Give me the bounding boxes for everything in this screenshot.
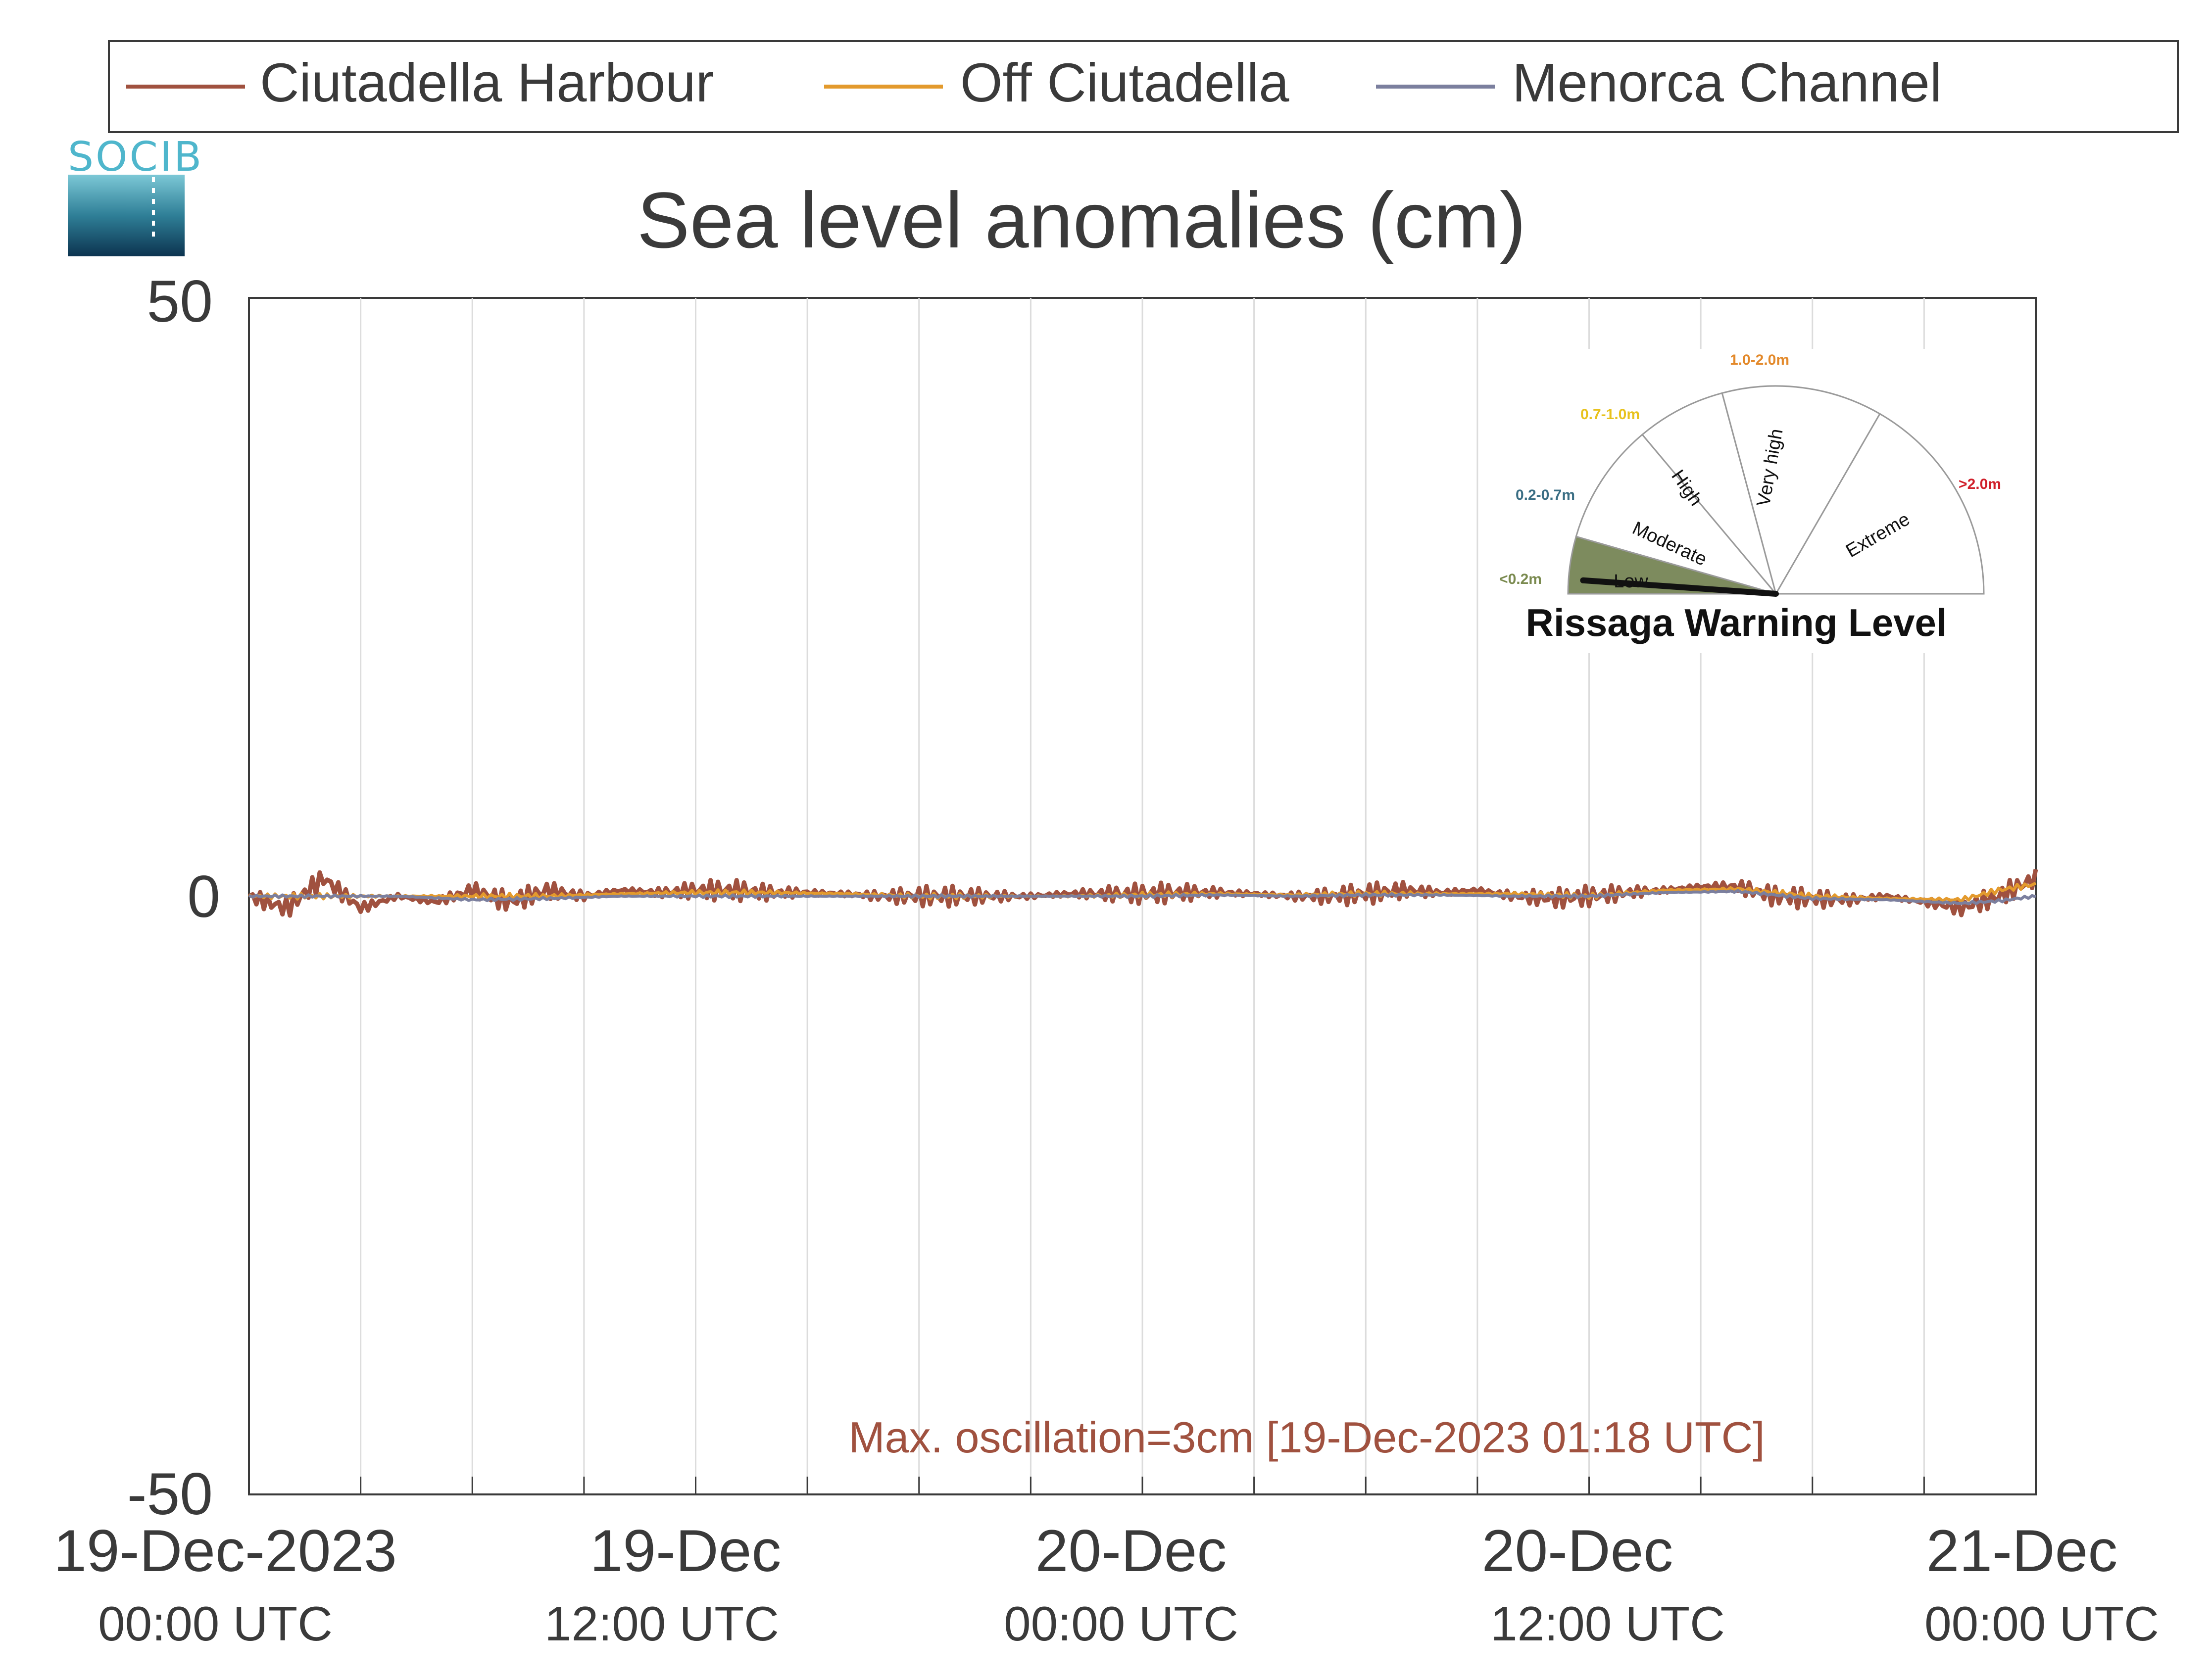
logo-block xyxy=(68,175,185,256)
x-tick-label-2: 19-Dec xyxy=(590,1518,782,1584)
gauge-segments xyxy=(1567,385,1985,596)
gauge-range-moderate: 0.2-0.7m xyxy=(1516,487,1575,503)
x-tick-label-1: 19-Dec-2023 xyxy=(53,1518,397,1584)
x-tick-label-5: 21-Dec xyxy=(1926,1518,2118,1584)
x-tick-label-1-time: 00:00 UTC xyxy=(98,1596,333,1651)
gauge-range-very-high: 1.0-2.0m xyxy=(1730,352,1789,368)
legend-label-ciutadella-harbour: Ciutadella Harbour xyxy=(260,52,714,113)
socib-logo: SOCIB xyxy=(68,134,203,256)
gauge-range-low: <0.2m xyxy=(1499,571,1542,587)
gauge-range-extreme: >2.0m xyxy=(1959,476,2001,492)
x-tick-labels: 19-Dec-2023 00:00 UTC 19-Dec 12:00 UTC 2… xyxy=(53,1518,2159,1651)
series-line-menorca-channel xyxy=(248,889,2036,906)
y-tick-label-neg50: -50 xyxy=(127,1461,213,1527)
x-tick-label-4-time: 12:00 UTC xyxy=(1490,1596,1725,1651)
x-tick-label-4: 20-Dec xyxy=(1482,1518,1673,1584)
x-tick-label-3: 20-Dec xyxy=(1035,1518,1227,1584)
x-tick-label-2-time: 12:00 UTC xyxy=(544,1596,779,1651)
logo-text: SOCIB xyxy=(68,134,203,181)
gauge-segment-moderate xyxy=(1575,433,1778,595)
chart-title: Sea level anomalies (cm) xyxy=(637,176,1526,264)
rissaga-warning-gauge: <0.2m 0.2-0.7m 0.7-1.0m 1.0-2.0m >2.0m L… xyxy=(1485,349,2015,653)
legend: Ciutadella Harbour Off Ciutadella Menorc… xyxy=(108,40,2179,133)
gauge-range-high: 0.7-1.0m xyxy=(1580,406,1640,423)
gauge-segment-high xyxy=(1641,392,1777,594)
max-oscillation-annotation: Max. oscillation=3cm [19-Dec-2023 01:18 … xyxy=(848,1413,1765,1462)
legend-box xyxy=(108,40,2179,133)
x-tick-marks xyxy=(360,1477,1925,1494)
series-lines xyxy=(248,868,2038,918)
legend-label-off-ciutadella: Off Ciutadella xyxy=(960,52,1289,113)
y-tick-label-50: 50 xyxy=(147,268,213,335)
x-tick-label-3-time: 00:00 UTC xyxy=(1004,1596,1238,1651)
legend-label-menorca-channel: Menorca Channel xyxy=(1512,52,1942,113)
x-tick-label-5-time: 00:00 UTC xyxy=(1924,1596,2159,1651)
gauge-title: Rissaga Warning Level xyxy=(1525,601,1947,644)
series-line-off-ciutadella xyxy=(248,881,2037,904)
y-tick-label-0: 0 xyxy=(187,864,220,930)
gauge-segment-very-high xyxy=(1721,385,1881,596)
gauge-needle xyxy=(1580,577,1779,597)
gauge-segment-extreme xyxy=(1774,413,1985,595)
